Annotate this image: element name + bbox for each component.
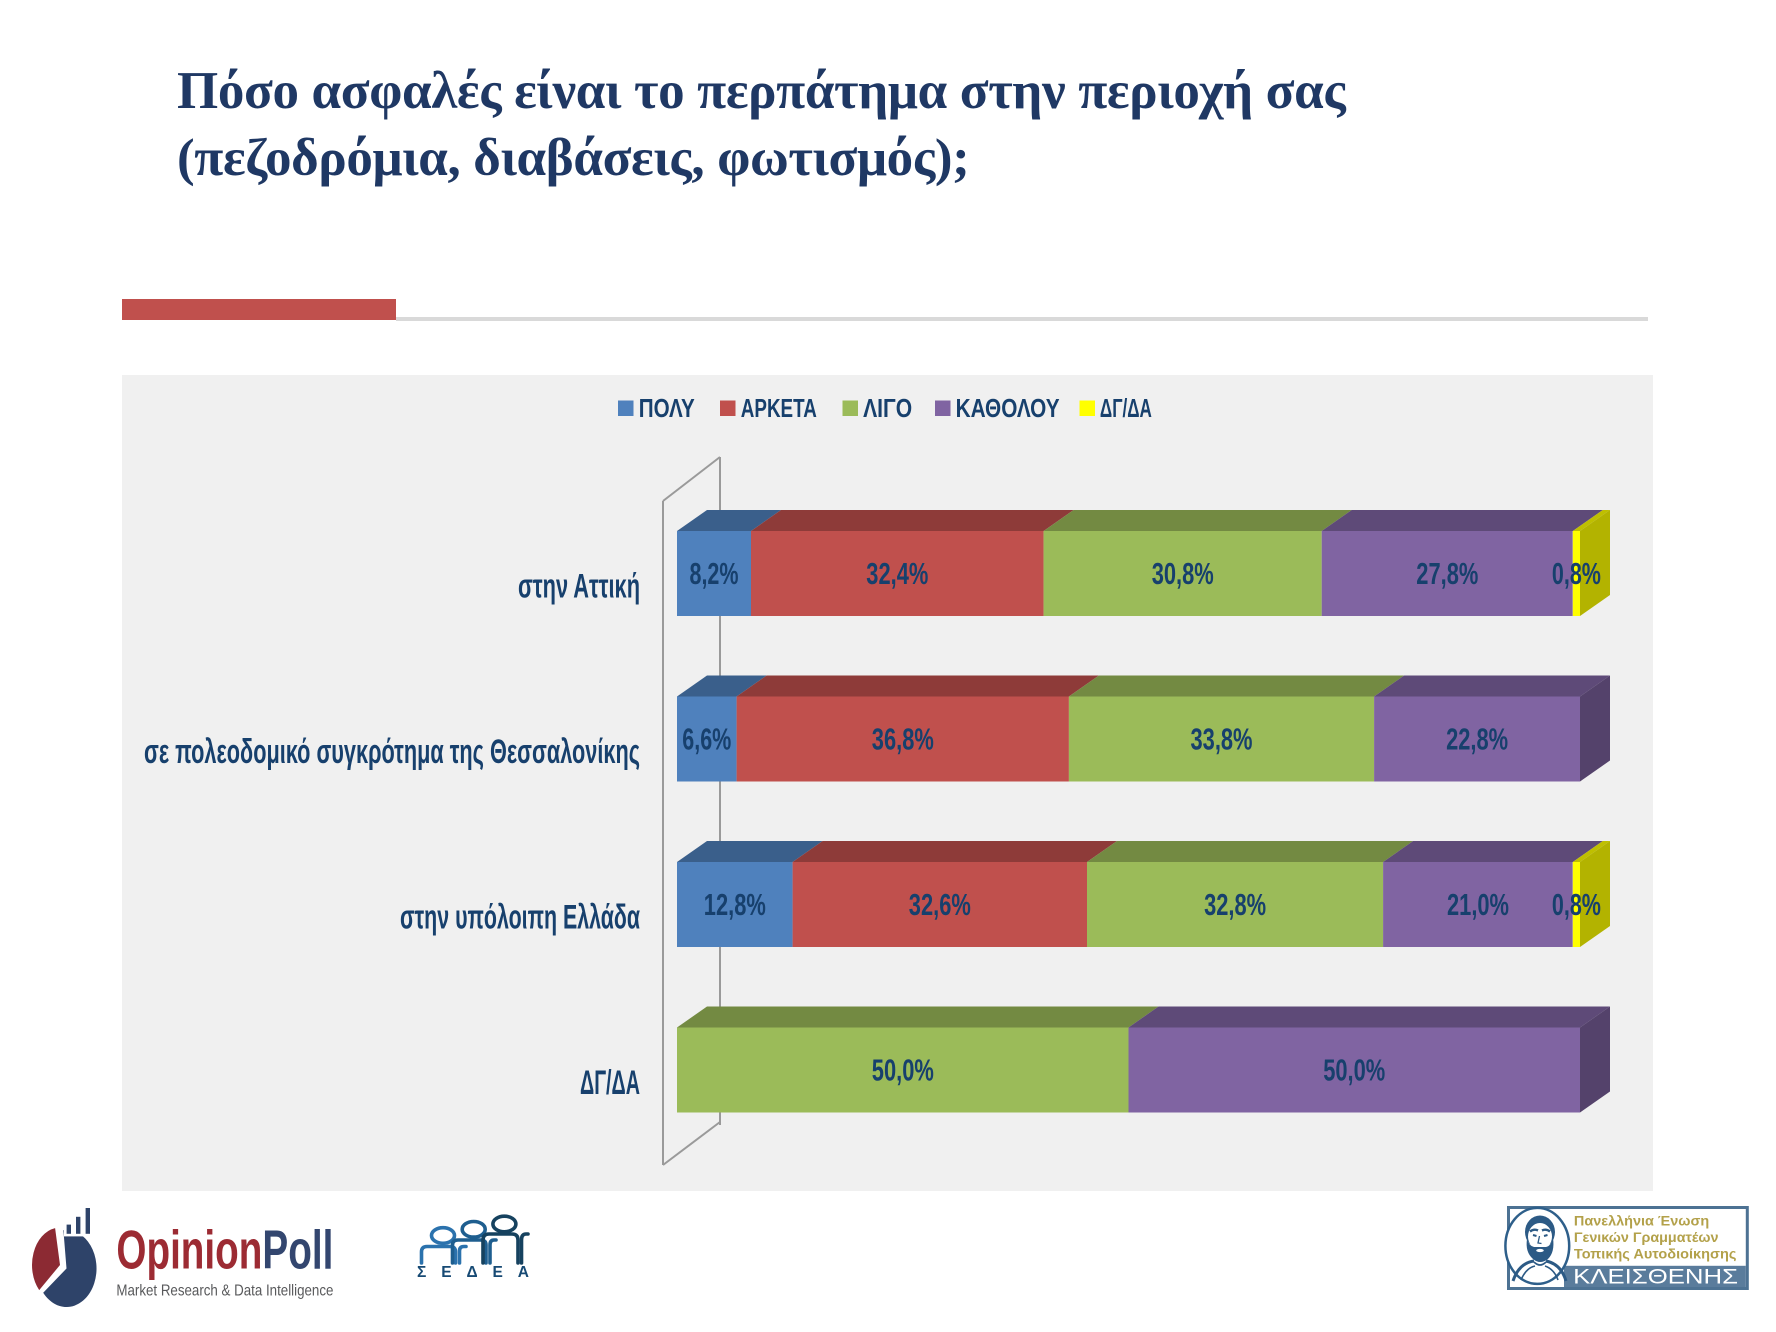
svg-text:22,8%: 22,8% [1446, 722, 1508, 757]
svg-text:36,8%: 36,8% [872, 722, 934, 757]
svg-text:Πανελλήνια Ένωση: Πανελλήνια Ένωση [1574, 1213, 1709, 1229]
svg-text:σε πολεοδομικό συγκρότημα της: σε πολεοδομικό συγκρότημα της Θεσσαλονίκ… [144, 733, 640, 771]
svg-text:30,8%: 30,8% [1152, 556, 1214, 591]
svg-text:0,8%: 0,8% [1552, 556, 1601, 591]
svg-text:Market Research & Data Intelli: Market Research & Data Intelligence [116, 1282, 333, 1299]
svg-text:ΔΓ/ΔΑ: ΔΓ/ΔΑ [1100, 393, 1152, 423]
svg-text:6,6%: 6,6% [682, 722, 731, 757]
svg-text:Γενικών Γραμματέων: Γενικών Γραμματέων [1574, 1229, 1719, 1245]
svg-text:στην Αττική: στην Αττική [518, 568, 640, 606]
svg-text:0,8%: 0,8% [1552, 887, 1601, 922]
svg-text:Opinion: Opinion [116, 1218, 262, 1280]
svg-text:ΣΕΔΕΑ: ΣΕΔΕΑ [417, 1264, 529, 1281]
svg-text:8,2%: 8,2% [690, 556, 739, 591]
svg-text:12,8%: 12,8% [704, 887, 766, 922]
svg-text:ΚΑΘΟΛΟΥ: ΚΑΘΟΛΟΥ [956, 393, 1060, 423]
svg-text:33,8%: 33,8% [1191, 722, 1253, 757]
svg-text:Poll: Poll [262, 1218, 333, 1280]
svg-text:στην υπόλοιπη Ελλάδα: στην υπόλοιπη Ελλάδα [400, 899, 640, 937]
svg-text:ΛΙΓΟ: ΛΙΓΟ [863, 393, 912, 423]
svg-text:ΑΡΚΕΤΑ: ΑΡΚΕΤΑ [741, 393, 817, 423]
svg-text:Τοπικής Αυτοδιοίκησης: Τοπικής Αυτοδιοίκησης [1574, 1245, 1737, 1261]
svg-text:ΔΓ/ΔΑ: ΔΓ/ΔΑ [580, 1064, 640, 1102]
svg-text:32,8%: 32,8% [1204, 887, 1266, 922]
svg-text:32,4%: 32,4% [866, 556, 928, 591]
svg-text:ΠΟΛΥ: ΠΟΛΥ [639, 393, 695, 423]
svg-text:21,0%: 21,0% [1447, 887, 1509, 922]
svg-text:50,0%: 50,0% [872, 1053, 934, 1088]
svg-text:ΚΛΕΙΣΘΕΝΗΣ: ΚΛΕΙΣΘΕΝΗΣ [1573, 1265, 1738, 1289]
svg-text:50,0%: 50,0% [1323, 1053, 1385, 1088]
svg-text:27,8%: 27,8% [1416, 556, 1478, 591]
svg-text:32,6%: 32,6% [909, 887, 971, 922]
